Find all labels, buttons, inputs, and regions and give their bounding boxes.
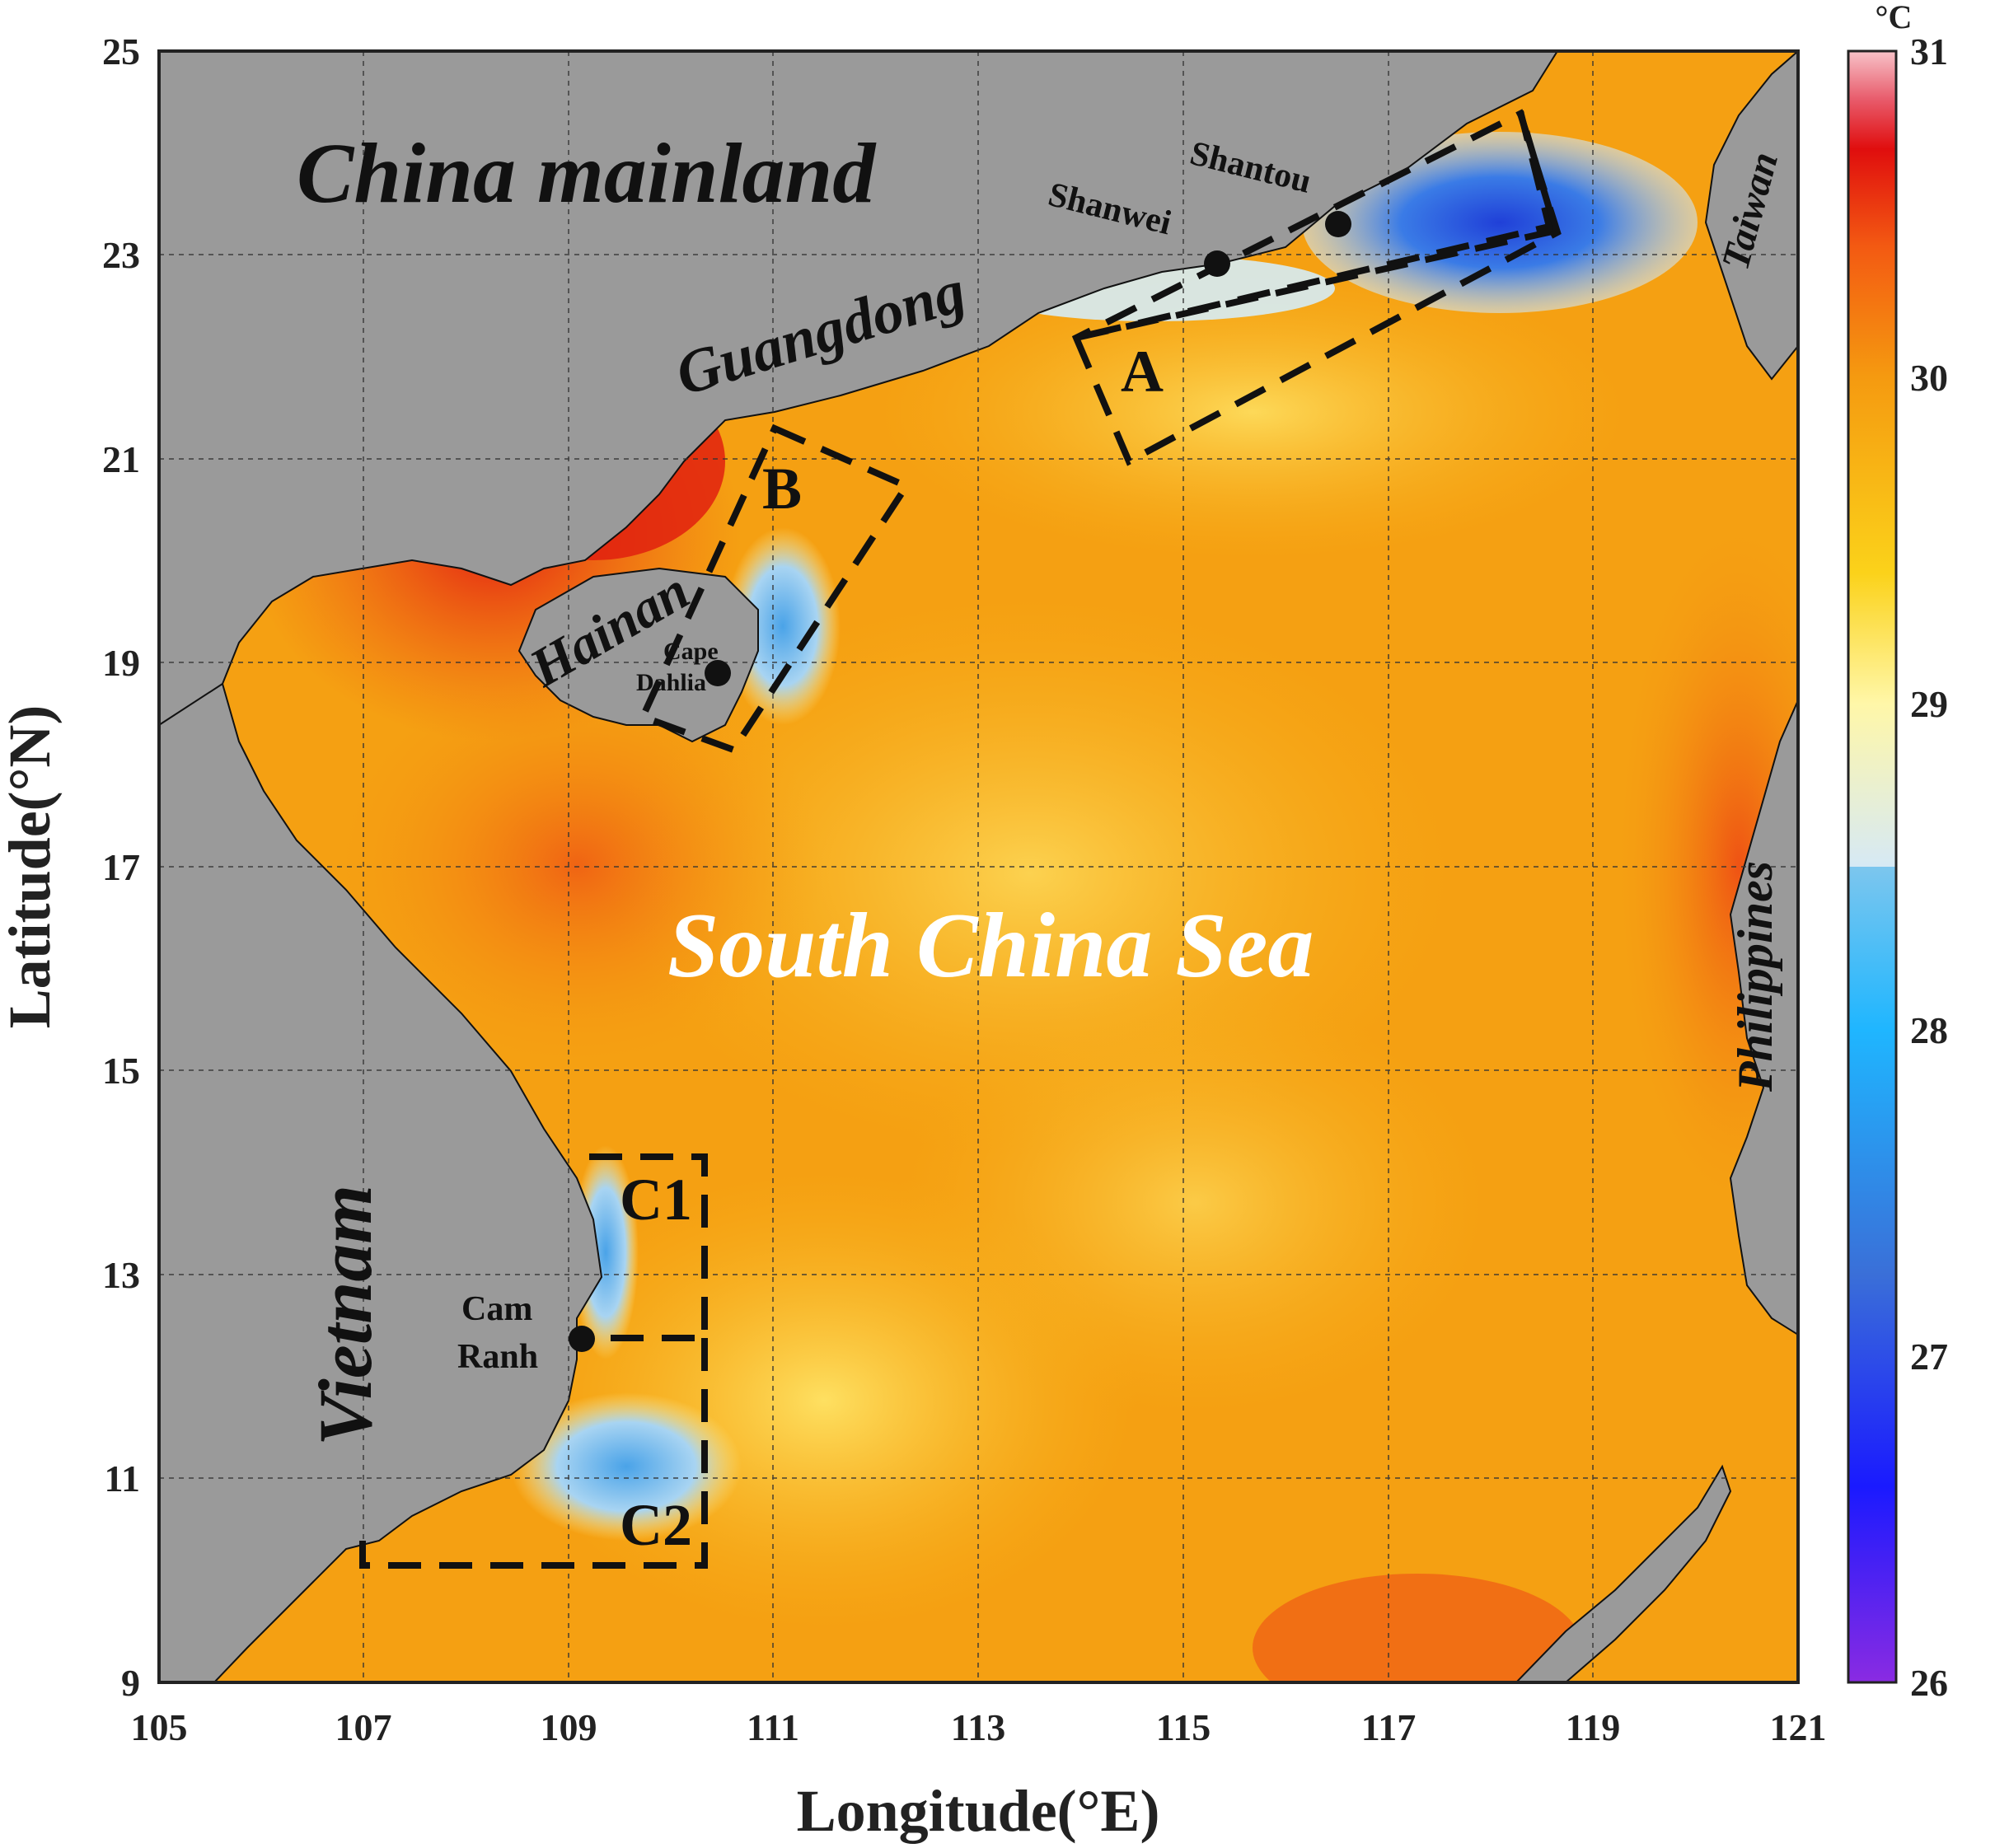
city-markers bbox=[569, 211, 1351, 1352]
cam-ranh-marker bbox=[569, 1326, 595, 1352]
y-tick-label: 19 bbox=[102, 642, 140, 684]
china-mainland-label: China mainland bbox=[297, 126, 877, 221]
x-tick-label: 113 bbox=[951, 1706, 1005, 1748]
y-tick-label: 17 bbox=[102, 846, 140, 888]
box-b-label: B bbox=[762, 456, 802, 522]
x-tick-label: 115 bbox=[1156, 1706, 1211, 1748]
y-tick-label: 11 bbox=[105, 1457, 140, 1499]
colorbar: °C 26 27 28 29 30 31 bbox=[1847, 0, 1948, 1704]
land bbox=[159, 51, 1798, 1682]
y-axis: 9 11 13 15 17 19 21 23 25 bbox=[102, 30, 140, 1704]
philippines-landmass bbox=[1729, 699, 1798, 1336]
y-tick-label: 15 bbox=[102, 1050, 140, 1092]
x-axis-title: Longitude(°E) bbox=[797, 1778, 1160, 1844]
colorbar-tick: 30 bbox=[1910, 357, 1948, 399]
cape-dahlia-label-line2: Dahlia bbox=[636, 669, 706, 696]
box-c1-outline bbox=[589, 1153, 708, 1341]
y-tick-label: 21 bbox=[102, 438, 140, 480]
x-axis: 105 107 109 111 113 115 117 119 121 bbox=[131, 1706, 1827, 1748]
shantou-marker bbox=[1325, 211, 1351, 237]
china-mainland-landmass bbox=[159, 51, 1559, 727]
study-boxes bbox=[359, 109, 1562, 1569]
colorbar-gradient bbox=[1847, 49, 1898, 1684]
hainan-landmass bbox=[517, 567, 759, 743]
philippines-label: Philippines bbox=[1728, 861, 1782, 1092]
colorbar-tick: 29 bbox=[1910, 683, 1948, 725]
colorbar-tick: 26 bbox=[1910, 1662, 1948, 1704]
palawan-landmass bbox=[1515, 1464, 1732, 1682]
cam-ranh-label-line1: Cam bbox=[461, 1290, 532, 1328]
box-c2-label: C2 bbox=[620, 1492, 692, 1558]
grid bbox=[159, 51, 1798, 1682]
box-c2-outline bbox=[359, 1338, 708, 1569]
x-tick-label: 107 bbox=[335, 1706, 392, 1748]
y-axis-title: Latitude(°N) bbox=[0, 705, 63, 1029]
colorbar-unit: °C bbox=[1876, 0, 1913, 35]
shanwei-marker bbox=[1204, 250, 1230, 277]
y-tick-label: 13 bbox=[102, 1254, 140, 1296]
colorbar-tick: 31 bbox=[1910, 30, 1948, 73]
x-tick-label: 119 bbox=[1566, 1706, 1620, 1748]
x-tick-label: 117 bbox=[1361, 1706, 1416, 1748]
cape-dahlia-label-line1: Cape bbox=[663, 638, 719, 665]
box-c1-label: C1 bbox=[620, 1167, 692, 1233]
x-tick-label: 121 bbox=[1770, 1706, 1827, 1748]
y-tick-label: 23 bbox=[102, 234, 140, 276]
box-a-label: A bbox=[1121, 339, 1164, 405]
plot-frame bbox=[157, 49, 1800, 1684]
vietnam-label: Vietnam bbox=[303, 1185, 387, 1446]
x-tick-label: 109 bbox=[541, 1706, 597, 1748]
box-a-polygon bbox=[1071, 109, 1562, 466]
y-tick-label: 9 bbox=[121, 1662, 140, 1704]
colorbar-tick: 27 bbox=[1910, 1336, 1948, 1378]
x-tick-label: 105 bbox=[131, 1706, 188, 1748]
colorbar-tick: 28 bbox=[1910, 1009, 1948, 1051]
cam-ranh-label-line2: Ranh bbox=[457, 1338, 538, 1376]
taiwan-landmass bbox=[1704, 51, 1798, 381]
y-tick-label: 25 bbox=[102, 30, 140, 73]
x-tick-label: 111 bbox=[747, 1706, 799, 1748]
south-china-sea-label: South China Sea bbox=[667, 895, 1314, 997]
cape-dahlia-marker bbox=[705, 660, 731, 686]
